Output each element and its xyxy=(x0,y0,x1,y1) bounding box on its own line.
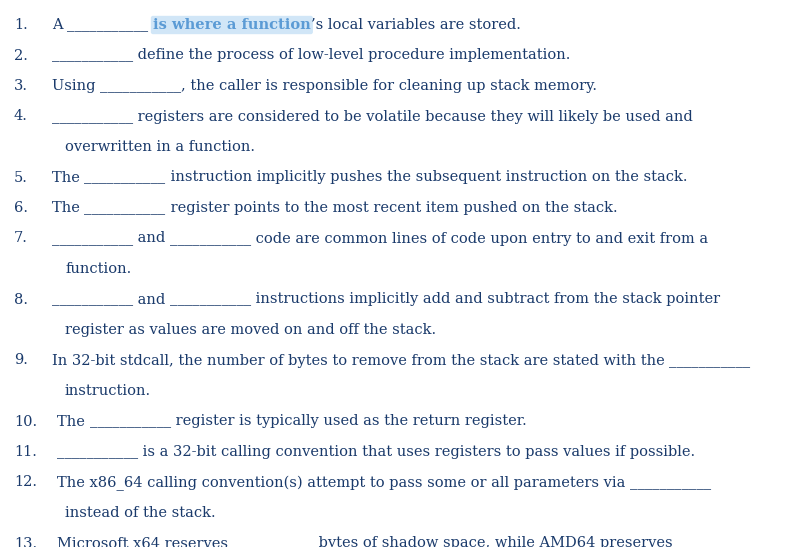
Text: , the caller is responsible for cleaning up stack memory.: , the caller is responsible for cleaning… xyxy=(181,79,597,93)
Text: 5.: 5. xyxy=(14,171,28,184)
Text: Using: Using xyxy=(52,79,100,93)
Text: ___________: ___________ xyxy=(232,537,313,547)
Text: ___________: ___________ xyxy=(170,293,251,306)
Text: 12.: 12. xyxy=(14,475,37,490)
Text: ___________: ___________ xyxy=(84,171,165,184)
Text: is where a function: is where a function xyxy=(153,18,311,32)
Text: The x86_64 calling convention(s) attempt to pass some or all parameters via: The x86_64 calling convention(s) attempt… xyxy=(57,475,630,491)
Text: The: The xyxy=(57,415,89,428)
Text: ___________: ___________ xyxy=(52,109,133,124)
Text: 9.: 9. xyxy=(14,353,28,368)
Text: and: and xyxy=(133,293,170,306)
Text: ___________: ___________ xyxy=(52,231,133,246)
Text: instruction implicitly pushes the subsequent instruction on the stack.: instruction implicitly pushes the subseq… xyxy=(165,171,687,184)
Text: overwritten in a function.: overwritten in a function. xyxy=(65,140,255,154)
Text: define the process of low-level procedure implementation.: define the process of low-level procedur… xyxy=(133,49,570,62)
Text: 13.: 13. xyxy=(14,537,37,547)
Text: ___________: ___________ xyxy=(67,18,148,32)
Text: register is typically used as the return register.: register is typically used as the return… xyxy=(171,415,526,428)
Text: register points to the most recent item pushed on the stack.: register points to the most recent item … xyxy=(165,201,617,215)
Text: ___________: ___________ xyxy=(52,49,133,62)
Text: Microsoft x64 reserves: Microsoft x64 reserves xyxy=(57,537,232,547)
Text: In 32-bit stdcall, the number of bytes to remove from the stack are stated with : In 32-bit stdcall, the number of bytes t… xyxy=(52,353,669,368)
Text: ___________: ___________ xyxy=(89,415,171,428)
Text: 11.: 11. xyxy=(14,445,37,459)
Text: 1.: 1. xyxy=(14,18,28,32)
Text: ___________: ___________ xyxy=(669,353,751,368)
Text: 3.: 3. xyxy=(14,79,28,93)
Text: registers are considered to be volatile because they will likely be used and: registers are considered to be volatile … xyxy=(133,109,693,124)
Text: instructions implicitly add and subtract from the stack pointer: instructions implicitly add and subtract… xyxy=(251,293,720,306)
Text: ___________: ___________ xyxy=(84,201,165,215)
Text: The: The xyxy=(52,201,84,215)
Text: and: and xyxy=(133,231,170,246)
Text: instruction.: instruction. xyxy=(65,384,151,398)
Text: ___________: ___________ xyxy=(52,293,133,306)
Text: A: A xyxy=(52,18,67,32)
Text: 10.: 10. xyxy=(14,415,37,428)
Text: register as values are moved on and off the stack.: register as values are moved on and off … xyxy=(65,323,436,337)
Text: The: The xyxy=(52,171,84,184)
Text: is a 32-bit calling convention that uses registers to pass values if possible.: is a 32-bit calling convention that uses… xyxy=(139,445,695,459)
Text: 4.: 4. xyxy=(14,109,28,124)
Text: 6.: 6. xyxy=(14,201,28,215)
Text: 7.: 7. xyxy=(14,231,28,246)
Text: function.: function. xyxy=(65,262,131,276)
Text: bytes of shadow space, while AMD64 preserves: bytes of shadow space, while AMD64 prese… xyxy=(313,537,672,547)
Text: ___________: ___________ xyxy=(630,475,711,490)
Text: ’s local variables are stored.: ’s local variables are stored. xyxy=(311,18,521,32)
Text: 8.: 8. xyxy=(14,293,28,306)
Text: 2.: 2. xyxy=(14,49,28,62)
Text: ___________: ___________ xyxy=(57,445,139,459)
Text: instead of the stack.: instead of the stack. xyxy=(65,506,215,520)
Text: ___________: ___________ xyxy=(100,79,181,93)
Text: code are common lines of code upon entry to and exit from a: code are common lines of code upon entry… xyxy=(251,231,708,246)
Text: ___________: ___________ xyxy=(170,231,251,246)
